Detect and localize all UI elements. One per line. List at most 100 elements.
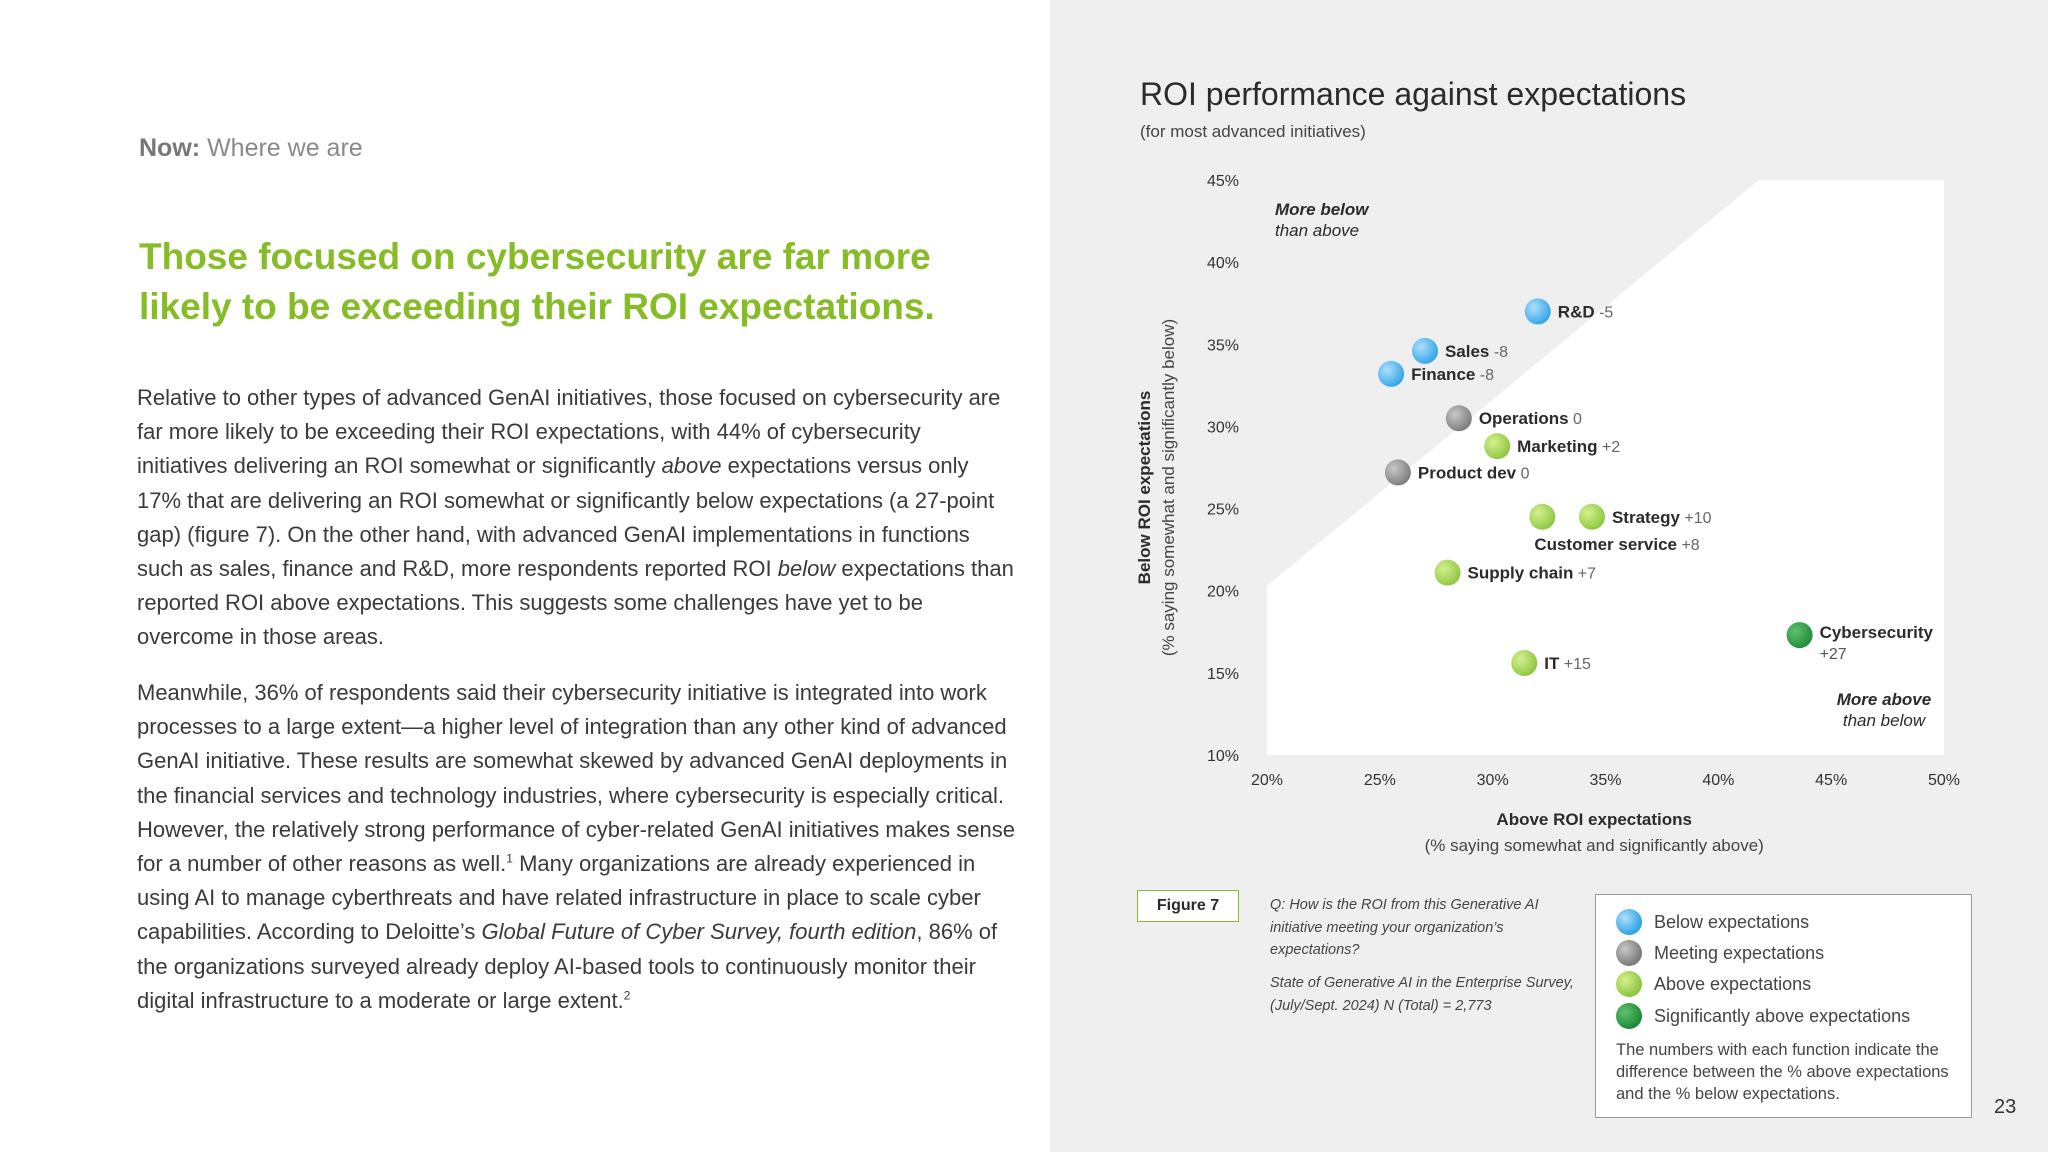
- point-name: Supply chain: [1468, 564, 1574, 583]
- x-tick-label: 30%: [1477, 772, 1509, 789]
- point-operations: [1445, 405, 1472, 432]
- section-label-rest: Where we are: [207, 134, 363, 162]
- x-tick-label: 50%: [1928, 772, 1960, 789]
- point-name: R&D: [1558, 302, 1595, 321]
- x-tick-label: 35%: [1589, 772, 1621, 789]
- paragraph-2: Meanwhile, 36% of respondents said their…: [137, 676, 1017, 1018]
- p2-survey-title: Global Future of Cyber Survey, fourth ed…: [481, 919, 917, 945]
- text-panel: Now: Where we are Those focused on cyber…: [137, 134, 1017, 1018]
- point-value: +15: [1559, 656, 1591, 673]
- point-label-r-d: R&D -5: [1558, 302, 1614, 321]
- point-label-product-dev: Product dev 0: [1418, 463, 1530, 482]
- dark-green-dot-icon: [1616, 1003, 1642, 1029]
- point-marketing: [1484, 433, 1511, 460]
- point-value: +8: [1677, 537, 1700, 554]
- point-supply-chain: [1434, 559, 1461, 586]
- legend-label: Significantly above expectations: [1654, 1005, 1911, 1026]
- point-value: -5: [1595, 304, 1614, 321]
- y-tick-label: 20%: [1207, 584, 1239, 601]
- x-tick-label: 20%: [1251, 772, 1283, 789]
- point-customer-service: [1529, 503, 1556, 530]
- gray-dot-icon: [1616, 940, 1642, 966]
- footnote-ref-1[interactable]: 1: [506, 851, 513, 866]
- chart-title: ROI performance against expectations: [1140, 76, 1687, 112]
- point-value: -8: [1475, 367, 1494, 384]
- point-name: Strategy: [1612, 508, 1681, 527]
- x-tick-label: 25%: [1364, 772, 1396, 789]
- y-axis: 10% 15% 20% 25% 30% 35% 40% 45%: [1207, 173, 1239, 765]
- p1-emphasis-below: below: [777, 556, 836, 582]
- legend-item-significantly-above: Significantly above expectations: [1616, 1003, 1910, 1029]
- legend: Below expectations Meeting expectations …: [1595, 894, 1972, 1118]
- point-value: +7: [1573, 566, 1596, 583]
- point-label-operations: Operations 0: [1479, 409, 1582, 428]
- chart-subtitle: (for most advanced initiatives): [1140, 122, 1366, 141]
- figure-question: Q: How is the ROI from this Generative A…: [1270, 897, 1539, 958]
- point-name: Product dev: [1418, 463, 1517, 482]
- headline: Those focused on cybersecurity are far m…: [139, 236, 935, 327]
- roi-scatter-chart: 10% 15% 20% 25% 30% 35% 40% 45% 20% 25% 30% 35% 40%…: [1135, 173, 1960, 855]
- y-tick-label: 30%: [1207, 419, 1239, 436]
- region-label-upper-left: than above: [1275, 221, 1359, 240]
- legend-note: The numbers with each function indicate …: [1616, 1041, 1949, 1103]
- section-label: Now: Where we are: [139, 134, 363, 163]
- point-cybersecurity: [1786, 622, 1813, 649]
- page-number: 23: [1994, 1096, 2017, 1118]
- point-product-dev: [1384, 459, 1411, 486]
- p2-text-a: Meanwhile, 36% of respondents said their…: [137, 680, 1015, 877]
- x-tick-label: 45%: [1815, 772, 1847, 789]
- y-tick-label: 45%: [1207, 173, 1239, 190]
- legend-item-below: Below expectations: [1616, 909, 1809, 935]
- point-label-finance: Finance -8: [1411, 365, 1494, 384]
- p2-text-d: , 86% of the organizations surveyed alre…: [137, 919, 998, 1013]
- point-value-cybersecurity: +27: [1820, 646, 1847, 663]
- point-finance: [1378, 360, 1405, 387]
- p2-text-b: Many organizations are already experienc…: [137, 851, 981, 945]
- upper-left-region: [1267, 180, 1759, 586]
- axis-titles: Above ROI expectations (% saying somewhat…: [1135, 319, 1764, 855]
- legend-label: Meeting expectations: [1654, 942, 1825, 963]
- light-green-dot-icon: [1616, 971, 1642, 997]
- section-label-bold: Now:: [139, 134, 201, 162]
- legend-item-meeting: Meeting expectations: [1616, 940, 1824, 966]
- legend-label: Above expectations: [1654, 973, 1812, 994]
- point-value: 0: [1516, 465, 1529, 482]
- y-axis-subtitle: (% saying somewhat and significantly bel…: [1159, 319, 1178, 656]
- footnote-ref-2[interactable]: 2: [623, 988, 631, 1003]
- point-sales: [1411, 337, 1438, 364]
- region-labels: More below than above More above than below: [1275, 200, 1931, 730]
- y-tick-label: 15%: [1207, 666, 1239, 683]
- point-value: -8: [1489, 344, 1508, 361]
- y-tick-label: 40%: [1207, 255, 1239, 272]
- point-name: IT: [1544, 654, 1560, 673]
- paragraph-1: Relative to other types of advanced GenA…: [137, 381, 1017, 655]
- plot-background: [1267, 180, 1944, 755]
- point-value: 0: [1569, 411, 1582, 428]
- point-label-cybersecurity: Cybersecurity: [1820, 623, 1934, 642]
- figure-source: State of Generative AI in the Enterprise…: [1270, 975, 1574, 1014]
- point-label-strategy: Strategy +10: [1612, 508, 1712, 527]
- x-tick-label: 40%: [1702, 772, 1734, 789]
- region-label-lower-right: More above: [1837, 690, 1931, 709]
- figure-tag: Figure 7: [1137, 890, 1239, 922]
- point-strategy: [1578, 503, 1605, 530]
- y-tick-label: 25%: [1207, 502, 1239, 519]
- region-label-upper-left: More below: [1275, 200, 1370, 219]
- point-name: Marketing: [1517, 437, 1597, 456]
- point-r-d: [1524, 298, 1551, 325]
- point-it: [1511, 650, 1538, 676]
- point-value: +10: [1680, 510, 1712, 527]
- y-tick-label: 35%: [1207, 337, 1239, 354]
- point-label-sales: Sales -8: [1445, 342, 1508, 361]
- point-name: Operations: [1479, 409, 1569, 428]
- x-axis-subtitle: (% saying somewhat and significantly abo…: [1425, 836, 1764, 855]
- point-name: Finance: [1411, 365, 1475, 384]
- point-value: +2: [1597, 439, 1620, 456]
- y-axis-title: Below ROI expectations: [1135, 391, 1154, 585]
- legend-item-above: Above expectations: [1616, 971, 1811, 997]
- p1-text-e: expectations than reported ROI above exp…: [137, 556, 1014, 650]
- p1-emphasis-above: above: [661, 453, 722, 479]
- x-axis: 20% 25% 30% 35% 40% 45% 50%: [1251, 772, 1960, 789]
- point-name: Sales: [1445, 342, 1489, 361]
